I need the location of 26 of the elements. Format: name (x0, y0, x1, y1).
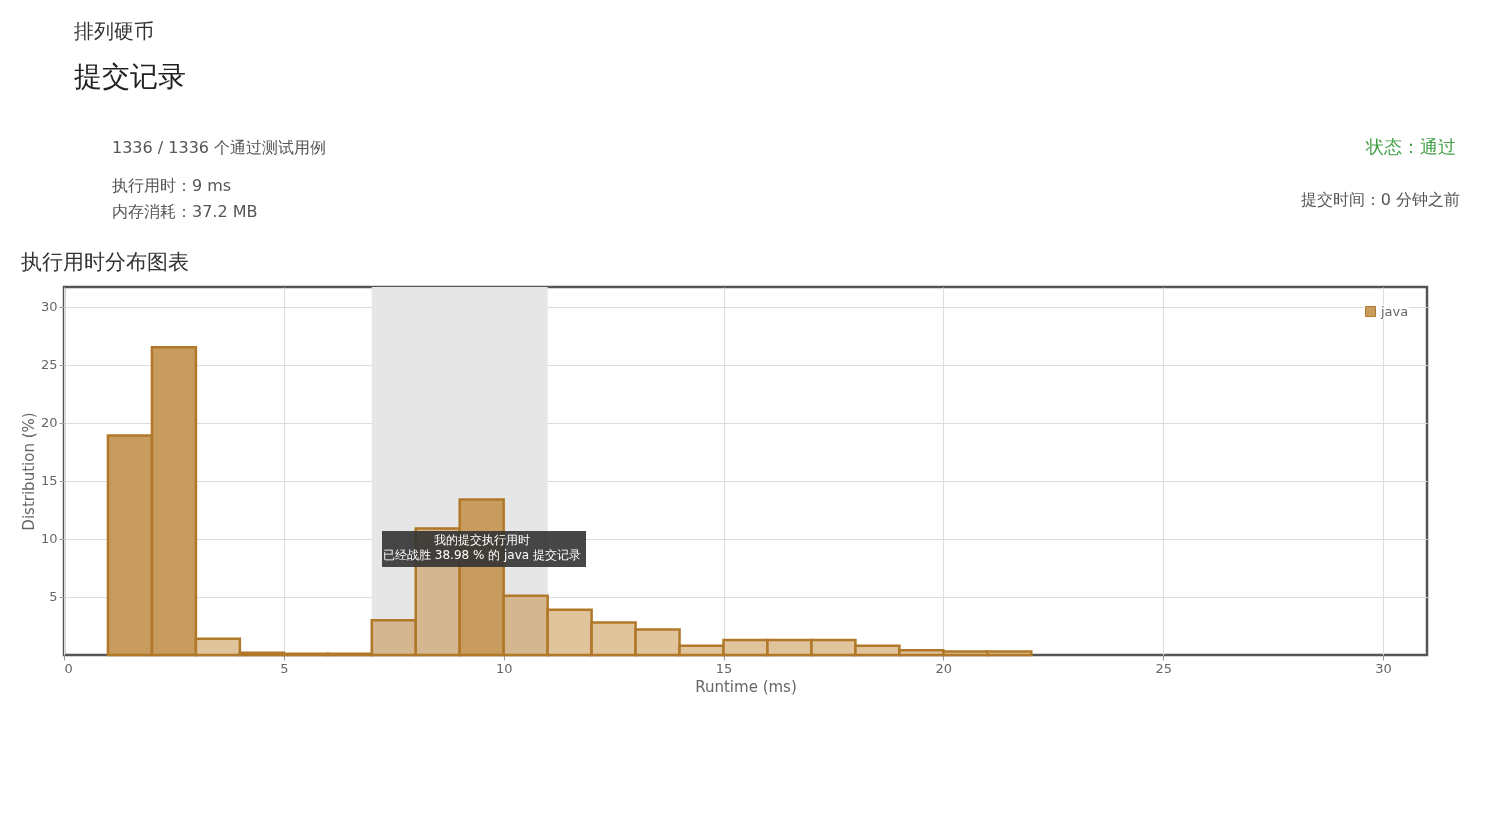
text: 内存消耗：37.2 MB (112, 202, 258, 221)
y-tick-label: 30 (40, 299, 58, 315)
y-axis-title: Distribution (%) (19, 412, 38, 531)
x-axis-title: Runtime (ms) (695, 677, 797, 696)
text: 状态：通过 (1365, 136, 1456, 157)
x-tick-label: 0 (64, 660, 73, 676)
legend-label: java (1380, 303, 1409, 319)
y-tick-label: 5 (49, 589, 58, 605)
text: 1336 / 1336 个通过测试用例 (112, 138, 327, 157)
x-tick-label: 25 (1155, 660, 1172, 676)
chart-title: 执行用时分布图表 (21, 250, 190, 274)
annotation: 已经战胜 38.98 % 的 java 提交记录 (383, 548, 581, 562)
text: 排列硬币 (74, 19, 154, 43)
y-tick-label: 25 (40, 357, 58, 373)
text: 提交记录 (74, 60, 186, 93)
y-tick-label: 20 (40, 415, 58, 431)
x-tick-label: 15 (715, 660, 733, 676)
y-tick-label: 10 (40, 531, 58, 547)
text: 提交时间：0 分钟之前 (1300, 190, 1460, 209)
y-tick-label: 15 (40, 473, 58, 489)
annotation: 我的提交执行用时 (434, 533, 530, 547)
text: 执行用时：9 ms (112, 176, 232, 195)
x-tick-label: 30 (1375, 660, 1392, 676)
x-tick-label: 10 (495, 660, 513, 676)
x-tick-label: 5 (280, 660, 289, 676)
x-tick-label: 20 (935, 660, 953, 676)
